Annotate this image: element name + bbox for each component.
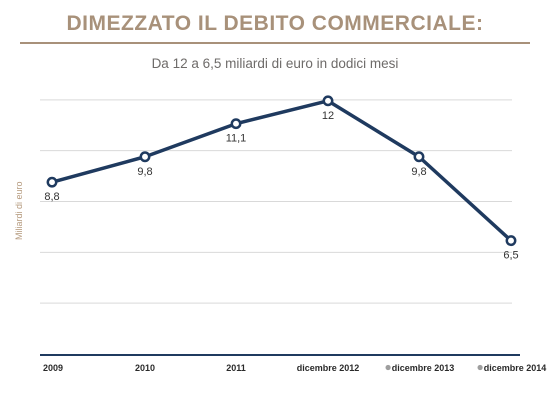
title-divider — [20, 42, 530, 44]
data-point-3 — [322, 95, 334, 107]
data-point-2 — [230, 118, 242, 130]
x-tick-label-1: 2010 — [135, 363, 155, 373]
x-tick-label-2: 2011 — [226, 363, 246, 373]
chart-subtitle: Da 12 a 6,5 miliardi di euro in dodici m… — [151, 56, 399, 71]
x-tick-bullet-5 — [477, 364, 483, 371]
data-point-1 — [139, 151, 151, 163]
data-point-4 — [413, 151, 425, 163]
data-label-2: 11,1 — [226, 133, 247, 145]
data-label-5: 6,5 — [503, 250, 518, 262]
data-point-5 — [505, 235, 517, 247]
data-label-3: 12 — [322, 110, 334, 122]
x-tick-label-4: dicembre 2013 — [392, 363, 455, 373]
x-tick-bullet-4 — [385, 364, 391, 371]
x-tick-label-3: dicembre 2012 — [297, 363, 360, 373]
data-point-0 — [46, 176, 58, 188]
x-tick-label-0: 2009 — [43, 363, 63, 373]
x-tick-label-5: dicembre 2014 — [484, 363, 547, 373]
series-line — [51, 99, 513, 242]
data-label-4: 9,8 — [411, 166, 426, 178]
chart-title: DIMEZZATO IL DEBITO COMMERCIALE: — [66, 12, 484, 35]
data-label-1: 9,8 — [137, 166, 152, 178]
data-label-0: 8,8 — [44, 191, 59, 203]
